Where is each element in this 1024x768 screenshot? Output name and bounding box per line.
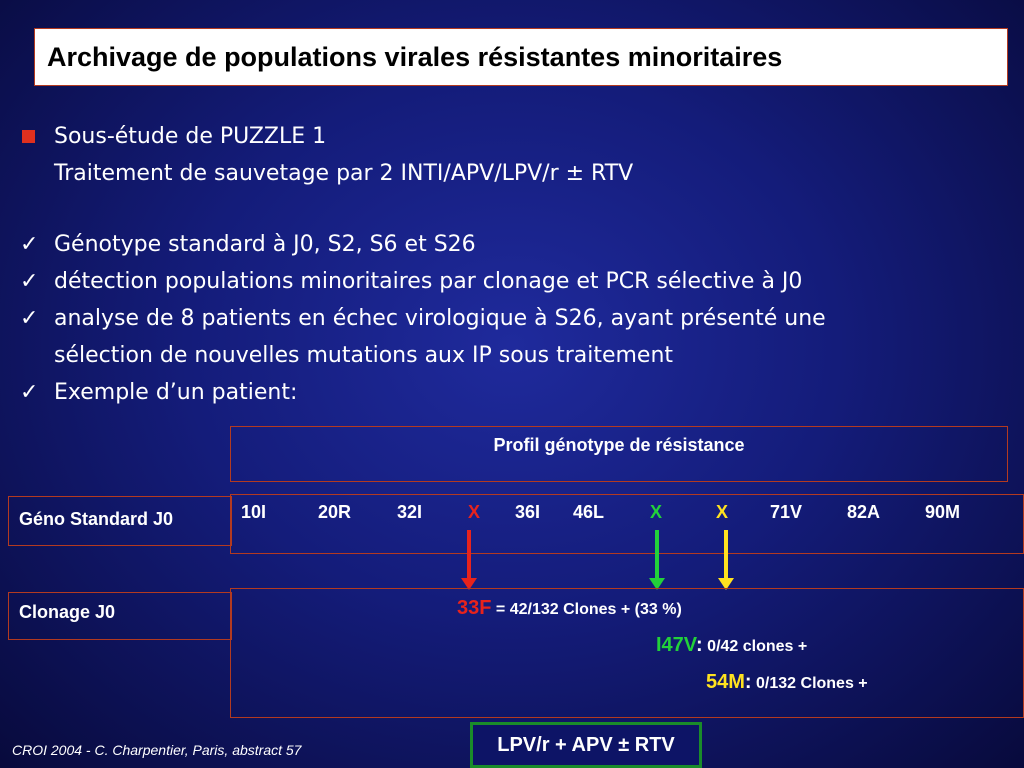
check-item: ✓ Exemple d’un patient: [20,374,1010,411]
check-item: ✓ détection populations minoritaires par… [20,263,1010,300]
position-46L: 46L [573,502,605,522]
intro-line-1: Sous-étude de PUZZLE 1 [54,124,327,149]
check-item-text: Exemple d’un patient: [54,380,298,405]
mutation-I47V: I47V [656,634,697,656]
intro-bullet: Sous-étude de PUZZLE 1 [20,118,1010,155]
check-item-text: analyse de 8 patients en échec virologiq… [54,306,826,331]
position-20R: 20R [318,502,352,522]
clone-result-54M: 54M: 0/132 Clones + [706,671,868,694]
profile-title: Profil génotype de résistance [493,435,745,455]
check-item-text: Génotype standard à J0, S2, S6 et S26 [54,232,476,257]
profile-header-box: Profil génotype de résistance [230,426,1008,482]
clone-result-text: 0/42 clones + [702,638,808,655]
title-box: Archivage de populations virales résista… [34,28,1008,86]
colon: : [696,634,703,656]
mutation-54M: 54M [706,671,745,693]
yellow-arrow-icon [718,530,734,590]
position-90M: 90M [925,502,961,522]
clone-result-33F: 33F = 42/132 Clones + (33 %) [457,597,682,620]
bullet-list: Sous-étude de PUZZLE 1 Traitement de sau… [20,118,1010,411]
treatment-box: LPV/r + APV ± RTV [470,722,702,768]
position-x-green: X [650,502,663,522]
position-36I: 36I [515,502,541,522]
intro-line-2-row: Traitement de sauvetage par 2 INTI/APV/L… [20,155,1010,192]
slide-title: Archivage de populations virales résista… [47,41,783,72]
check-item: ✓ Génotype standard à J0, S2, S6 et S26 [20,226,1010,263]
check-item-text: sélection de nouvelles mutations aux IP … [54,343,674,368]
clone-result-I47V: I47V: 0/42 clones + [656,634,807,657]
checkmark-icon: ✓ [20,232,39,257]
position-82A: 82A [847,502,881,522]
mutation-33F: 33F [457,597,492,619]
intro-line-2: Traitement de sauvetage par 2 INTI/APV/L… [54,161,634,186]
clonage-label: Clonage J0 [19,602,116,622]
check-item-continuation: sélection de nouvelles mutations aux IP … [20,337,1010,374]
geno-label: Géno Standard J0 [19,509,174,529]
geno-label-box: Géno Standard J0 [8,496,232,546]
footer-citation: CROI 2004 - C. Charpentier, Paris, abstr… [12,742,302,758]
position-32I: 32I [397,502,423,522]
red-arrow-icon [461,530,477,590]
treatment-label: LPV/r + APV ± RTV [497,733,675,756]
clone-result-text: 0/132 Clones + [751,675,868,692]
clone-result-text: = 42/132 Clones + (33 %) [491,601,682,618]
position-x-yellow: X [716,502,729,522]
checkmark-icon: ✓ [20,269,39,294]
checkmark-icon: ✓ [20,380,39,405]
square-bullet-icon [22,130,35,143]
colon: : [744,671,752,693]
clonage-label-box: Clonage J0 [8,592,232,640]
position-x-red: X [468,502,481,522]
check-item-text: détection populations minoritaires par c… [54,269,803,294]
geno-positions-box: 10I 20R 32I X 36I 46L X X 71V 82A 90M [230,494,1024,554]
position-71V: 71V [770,502,803,522]
check-item: ✓ analyse de 8 patients en échec virolog… [20,300,1010,337]
position-10I: 10I [241,502,267,522]
green-arrow-icon [649,530,665,590]
checkmark-icon: ✓ [20,306,39,331]
